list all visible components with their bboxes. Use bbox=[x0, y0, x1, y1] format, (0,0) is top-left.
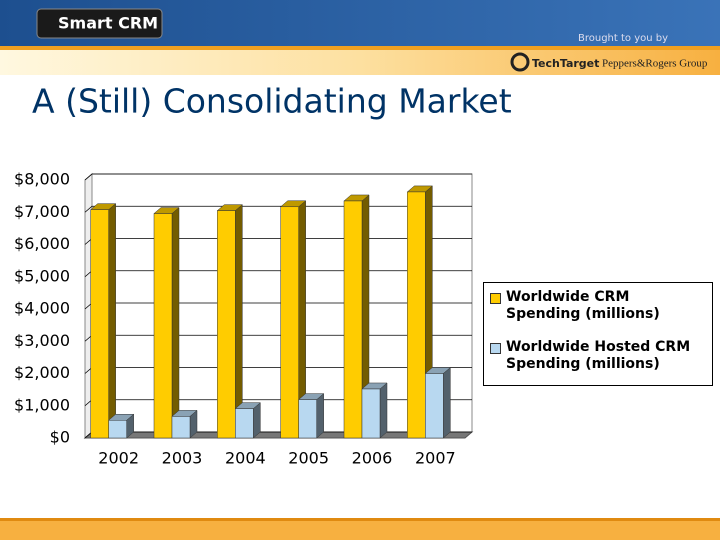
grid-line bbox=[84, 173, 472, 181]
sponsor: TechTarget bbox=[532, 57, 599, 70]
bar bbox=[361, 388, 381, 439]
bar bbox=[343, 200, 363, 439]
y-tick-label: $6,000 bbox=[14, 234, 70, 253]
y-tick-label: $3,000 bbox=[14, 331, 70, 350]
x-tick-label: 2003 bbox=[162, 449, 203, 468]
y-tick-label: $1,000 bbox=[14, 395, 70, 414]
bar-side bbox=[379, 382, 388, 439]
bar bbox=[425, 373, 444, 439]
sponsor-note: Brought to you by bbox=[578, 33, 668, 44]
bar bbox=[217, 210, 236, 439]
y-tick-label: $8,000 bbox=[14, 170, 70, 189]
bar-side bbox=[443, 366, 451, 439]
bar-side bbox=[235, 204, 243, 439]
legend-label: Worldwide Hosted CRM Spending (millions) bbox=[506, 339, 691, 372]
x-tick-label: 2002 bbox=[98, 449, 139, 468]
x-tick-label: 2006 bbox=[352, 449, 393, 468]
x-tick-label: 2005 bbox=[288, 449, 329, 468]
header-rule bbox=[0, 46, 720, 50]
y-tick-label: $7,000 bbox=[14, 202, 70, 221]
sponsor-icon bbox=[510, 52, 530, 72]
legend-swatch bbox=[490, 293, 501, 304]
bar bbox=[153, 213, 173, 439]
y-tick-label: $4,000 bbox=[14, 299, 70, 318]
sponsor: Peppers&Rogers Group bbox=[602, 58, 708, 70]
bar bbox=[108, 420, 127, 439]
bar bbox=[407, 191, 426, 439]
bar-side bbox=[108, 203, 116, 439]
logo-box bbox=[36, 8, 163, 39]
bar bbox=[235, 408, 254, 439]
legend-item: Worldwide CRM Spending (millions) bbox=[490, 289, 708, 323]
header-band bbox=[0, 50, 720, 75]
x-tick-label: 2007 bbox=[415, 449, 456, 468]
y-tick-label: $2,000 bbox=[14, 363, 70, 382]
bar-side bbox=[316, 393, 324, 439]
legend-swatch bbox=[490, 343, 501, 354]
bar bbox=[298, 399, 317, 439]
slide-title: A (Still) Consolidating Market bbox=[32, 82, 512, 121]
y-tick-label: $0 bbox=[50, 428, 70, 447]
footer-rule bbox=[0, 518, 720, 521]
bar-side bbox=[171, 206, 180, 439]
bar bbox=[280, 206, 299, 439]
legend-label: Worldwide CRM Spending (millions) bbox=[506, 289, 660, 322]
logo: Smart CRM bbox=[58, 14, 158, 33]
legend: Worldwide CRM Spending (millions) Worldwi… bbox=[483, 282, 713, 386]
x-tick-label: 2004 bbox=[225, 449, 266, 468]
bar bbox=[90, 209, 109, 439]
bar bbox=[171, 416, 191, 439]
footer-band bbox=[0, 518, 720, 540]
y-tick-label: $5,000 bbox=[14, 266, 70, 285]
legend-item: Worldwide Hosted CRM Spending (millions) bbox=[490, 339, 708, 373]
